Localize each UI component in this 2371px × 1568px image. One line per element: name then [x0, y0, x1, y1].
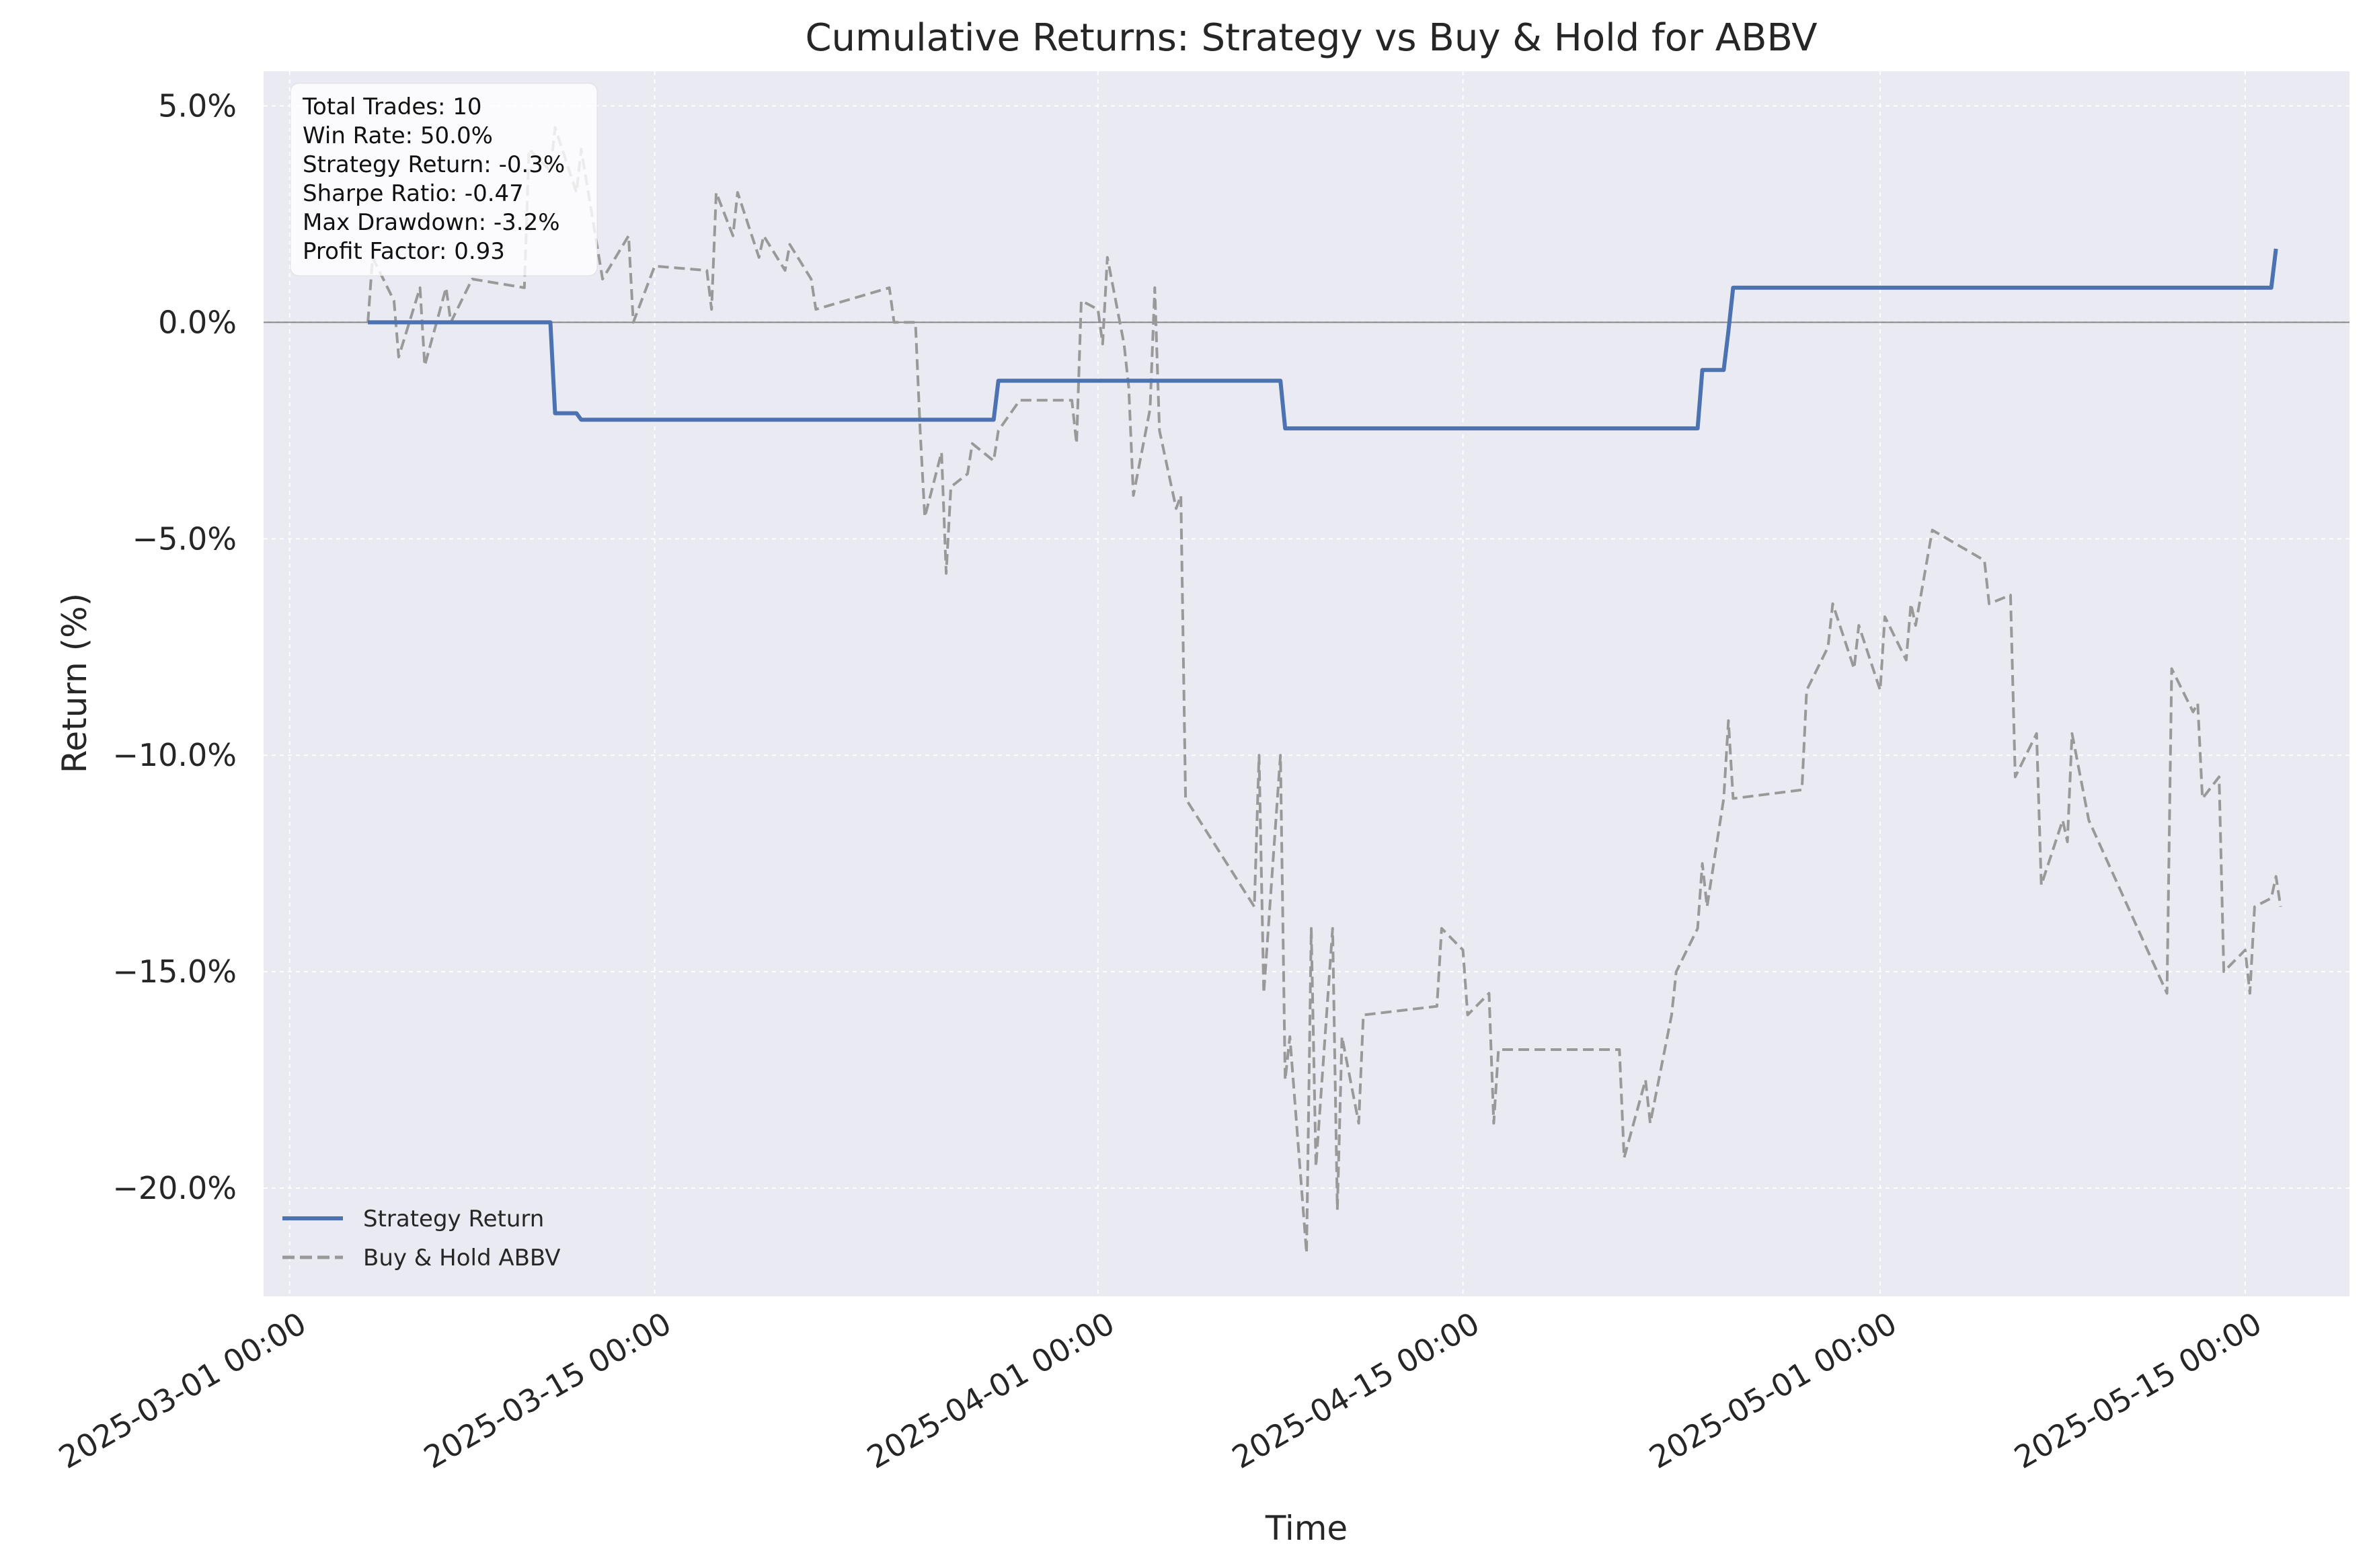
legend-label-strategy: Strategy Return: [363, 1206, 544, 1232]
grid: [264, 71, 2349, 1296]
y-ticks: 5.0% 0.0% −5.0% −10.0% −15.0% −20.0%: [112, 88, 237, 1207]
x-axis-label: Time: [1265, 1509, 1348, 1548]
legend: Strategy Return Buy & Hold ABBV: [282, 1206, 560, 1271]
y-tick-label: −20.0%: [112, 1170, 237, 1206]
series-line-buy-hold: [366, 126, 2282, 1255]
y-tick-label: −5.0%: [132, 520, 237, 557]
legend-label-buy-hold: Buy & Hold ABBV: [363, 1245, 560, 1271]
y-tick-label: 5.0%: [158, 88, 237, 124]
y-tick-label: 0.0%: [158, 304, 237, 340]
stats-line-strategy-return: Strategy Return: -0.3%: [303, 151, 565, 178]
stats-line-total-trades: Total Trades: 10: [302, 93, 482, 120]
stats-box-background: [290, 83, 598, 276]
stats-line-sharpe-ratio: Sharpe Ratio: -0.47: [303, 180, 524, 207]
plot-area: [264, 71, 2349, 1296]
stats-line-profit-factor: Profit Factor: 0.93: [303, 238, 505, 265]
stats-box: Total Trades: 10 Win Rate: 50.0% Strateg…: [290, 83, 598, 276]
stats-line-win-rate: Win Rate: 50.0%: [303, 122, 493, 149]
stats-line-max-drawdown: Max Drawdown: -3.2%: [303, 209, 560, 236]
y-tick-label: −10.0%: [112, 737, 237, 773]
series-line-strategy-return: [368, 248, 2278, 431]
y-axis-label: Return (%): [55, 593, 94, 773]
y-tick-label: −15.0%: [112, 953, 237, 990]
chart-title: Cumulative Returns: Strategy vs Buy & Ho…: [805, 16, 1817, 60]
series-group: [366, 126, 2282, 1255]
